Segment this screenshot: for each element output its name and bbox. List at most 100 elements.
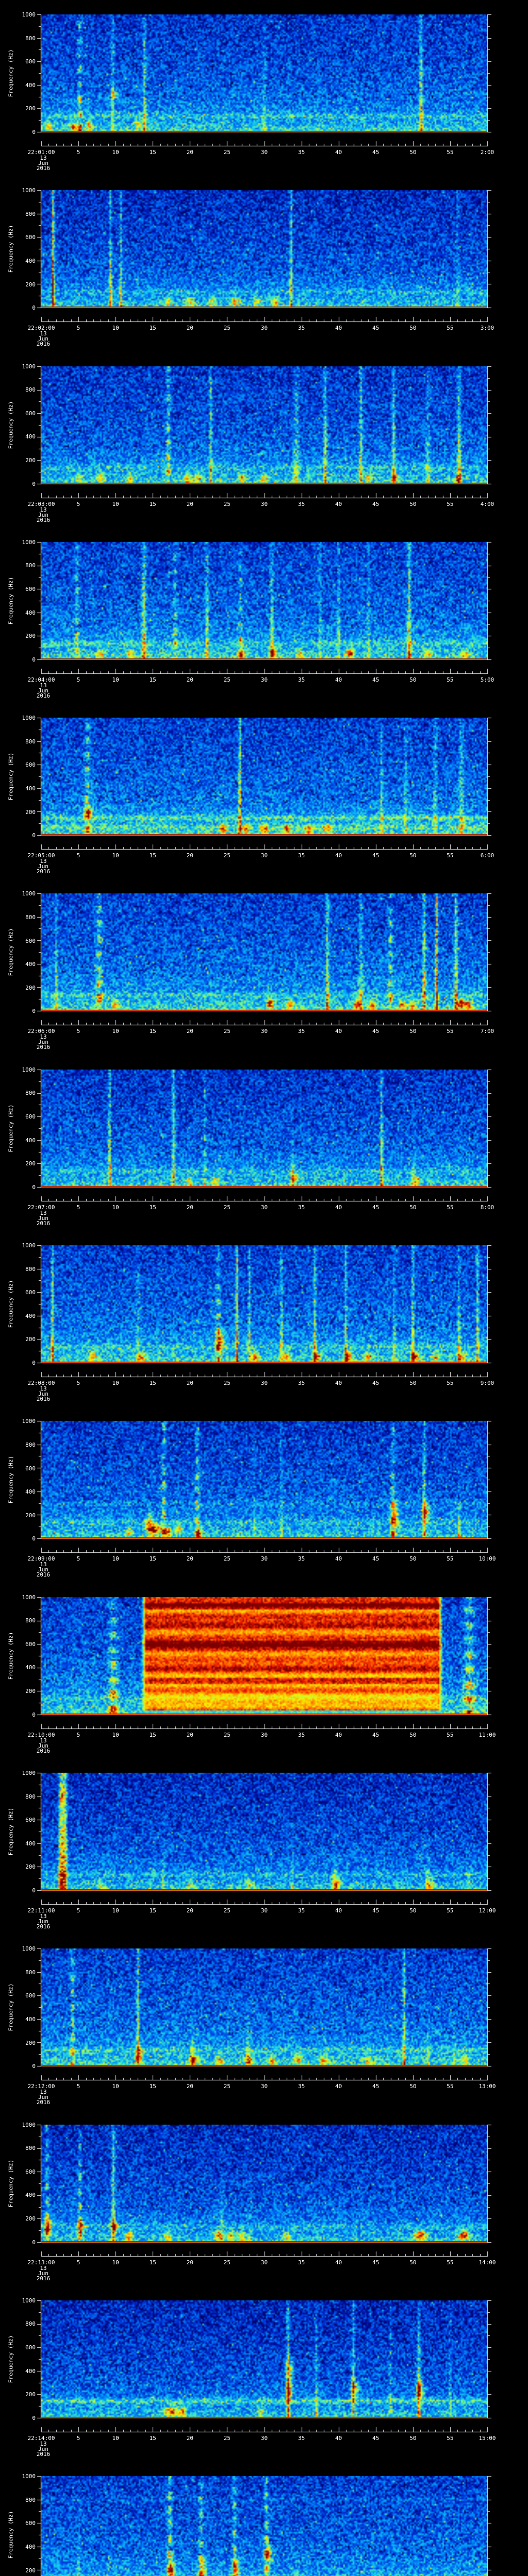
y-tick-label-800: 800 bbox=[25, 1969, 36, 1976]
y-tick-label-600: 600 bbox=[25, 410, 36, 417]
x-tick-label-35: 35 bbox=[298, 852, 305, 859]
y-tick-label-600: 600 bbox=[25, 58, 36, 65]
x-tick-label-35: 35 bbox=[298, 149, 305, 156]
y-axis-title: Frequency (Hz) bbox=[7, 2511, 14, 2559]
date-day: 13 bbox=[40, 682, 47, 689]
x-tick-label-50: 50 bbox=[409, 500, 417, 507]
x-tick-label-15: 15 bbox=[149, 2083, 156, 2090]
x-tick-label-35: 35 bbox=[298, 676, 305, 683]
y-tick-label-200: 200 bbox=[25, 808, 36, 816]
end-time-label: 13:00 bbox=[478, 2083, 496, 2090]
x-tick-label-50: 50 bbox=[409, 325, 417, 332]
x-tick-label-45: 45 bbox=[372, 325, 380, 332]
x-tick-label-40: 40 bbox=[335, 1907, 342, 1914]
x-tick-label-40: 40 bbox=[335, 1380, 342, 1387]
x-tick-label-40: 40 bbox=[335, 1555, 342, 1563]
date-day: 13 bbox=[40, 1033, 47, 1041]
x-tick-label-15: 15 bbox=[149, 852, 156, 859]
x-tick-label-10: 10 bbox=[112, 2083, 119, 2090]
x-tick-label-30: 30 bbox=[260, 676, 268, 683]
y-tick-label-1000: 1000 bbox=[22, 1945, 36, 1953]
y-axis-title: Frequency (Hz) bbox=[7, 1455, 14, 1504]
x-tick-label-15: 15 bbox=[149, 1907, 156, 1914]
x-tick-label-40: 40 bbox=[335, 149, 342, 156]
x-tick-label-40: 40 bbox=[335, 1028, 342, 1035]
y-tick-label-400: 400 bbox=[25, 2016, 36, 2023]
x-tick-label-40: 40 bbox=[335, 2434, 342, 2442]
start-time-label: 22:09:00 bbox=[27, 1555, 55, 1563]
x-tick-label-55: 55 bbox=[447, 500, 454, 507]
x-tick-label-30: 30 bbox=[260, 1204, 268, 1211]
x-tick-label-10: 10 bbox=[112, 1204, 119, 1211]
spectrogram-panel-22:12:00: Frequency (Hz) 0 200 400 600 800 1000 5 10 15 20… bbox=[0, 1934, 528, 2111]
x-tick-label-45: 45 bbox=[372, 2083, 380, 2090]
date-month: Jun bbox=[38, 2269, 48, 2277]
x-tick-label-40: 40 bbox=[335, 1204, 342, 1211]
y-tick-label-1000: 1000 bbox=[22, 1242, 36, 1249]
date-year: 2016 bbox=[36, 341, 51, 348]
x-tick-label-10: 10 bbox=[112, 1731, 119, 1738]
x-tick-label-25: 25 bbox=[223, 1555, 231, 1563]
y-tick-label-0: 0 bbox=[32, 1360, 36, 1367]
start-date-label: 13 Jun 2016 bbox=[23, 1033, 64, 1050]
y-tick-label-800: 800 bbox=[25, 1617, 36, 1624]
x-tick-label-30: 30 bbox=[260, 2083, 268, 2090]
y-axis-title: Frequency (Hz) bbox=[7, 401, 14, 449]
y-tick-label-0: 0 bbox=[32, 2239, 36, 2246]
x-tick-label-35: 35 bbox=[298, 325, 305, 332]
x-tick-label-50: 50 bbox=[409, 1028, 417, 1035]
y-tick-label-200: 200 bbox=[25, 281, 36, 288]
x-tick-label-25: 25 bbox=[223, 1380, 231, 1387]
spectrogram-canvas bbox=[0, 879, 528, 1056]
y-tick-label-600: 600 bbox=[25, 1992, 36, 1999]
date-year: 2016 bbox=[36, 516, 51, 523]
date-year: 2016 bbox=[36, 1571, 51, 1579]
y-tick-label-0: 0 bbox=[32, 2414, 36, 2421]
date-day: 13 bbox=[40, 1912, 47, 1920]
y-axis-title: Frequency (Hz) bbox=[7, 1632, 14, 1680]
x-tick-label-10: 10 bbox=[112, 1907, 119, 1914]
y-axis-title: Frequency (Hz) bbox=[7, 1280, 14, 1328]
date-month: Jun bbox=[38, 1566, 48, 1573]
end-time-label: 15:00 bbox=[478, 2434, 496, 2442]
x-tick-label-25: 25 bbox=[223, 325, 231, 332]
date-day: 13 bbox=[40, 2440, 47, 2447]
start-date-label: 13 Jun 2016 bbox=[23, 2265, 64, 2281]
x-tick-label-50: 50 bbox=[409, 1555, 417, 1563]
x-tick-label-50: 50 bbox=[409, 1204, 417, 1211]
y-tick-label-800: 800 bbox=[25, 562, 36, 569]
end-time-label: 12:00 bbox=[478, 1907, 496, 1914]
y-tick-label-0: 0 bbox=[32, 304, 36, 312]
x-tick-label-20: 20 bbox=[186, 325, 193, 332]
start-time-label: 22:10:00 bbox=[27, 1731, 55, 1738]
y-tick-label-200: 200 bbox=[25, 1688, 36, 1695]
start-date-label: 13 Jun 2016 bbox=[23, 1912, 64, 1929]
x-tick-label-20: 20 bbox=[186, 2434, 193, 2442]
end-time-label: 5:00 bbox=[480, 676, 494, 683]
x-tick-label-5: 5 bbox=[76, 2259, 80, 2266]
start-date-label: 13 Jun 2016 bbox=[23, 1386, 64, 1402]
x-tick-label-20: 20 bbox=[186, 676, 193, 683]
x-tick-label-30: 30 bbox=[260, 325, 268, 332]
start-time-label: 22:04:00 bbox=[27, 676, 55, 683]
y-tick-label-600: 600 bbox=[25, 937, 36, 944]
x-tick-label-25: 25 bbox=[223, 676, 231, 683]
y-tick-label-800: 800 bbox=[25, 2496, 36, 2503]
y-tick-label-400: 400 bbox=[25, 2543, 36, 2550]
y-tick-label-1000: 1000 bbox=[22, 1066, 36, 1073]
x-tick-label-20: 20 bbox=[186, 1380, 193, 1387]
y-tick-label-400: 400 bbox=[25, 81, 36, 89]
spectrogram-canvas bbox=[0, 2285, 528, 2462]
x-tick-label-5: 5 bbox=[76, 500, 80, 507]
x-tick-label-5: 5 bbox=[76, 676, 80, 683]
spectrogram-panel-22:03:00: Frequency (Hz) 0 200 400 600 800 1000 5 10 15 20… bbox=[0, 351, 528, 528]
start-date-label: 13 Jun 2016 bbox=[23, 858, 64, 874]
y-axis-title: Frequency (Hz) bbox=[7, 2159, 14, 2207]
spectrogram-panel-22:06:00: Frequency (Hz) 0 200 400 600 800 1000 5 10 15 20… bbox=[0, 879, 528, 1056]
y-tick-label-800: 800 bbox=[25, 1265, 36, 1273]
end-time-label: 2:00 bbox=[480, 149, 494, 156]
x-tick-label-50: 50 bbox=[409, 676, 417, 683]
end-time-label: 6:00 bbox=[480, 852, 494, 859]
x-tick-label-15: 15 bbox=[149, 2259, 156, 2266]
